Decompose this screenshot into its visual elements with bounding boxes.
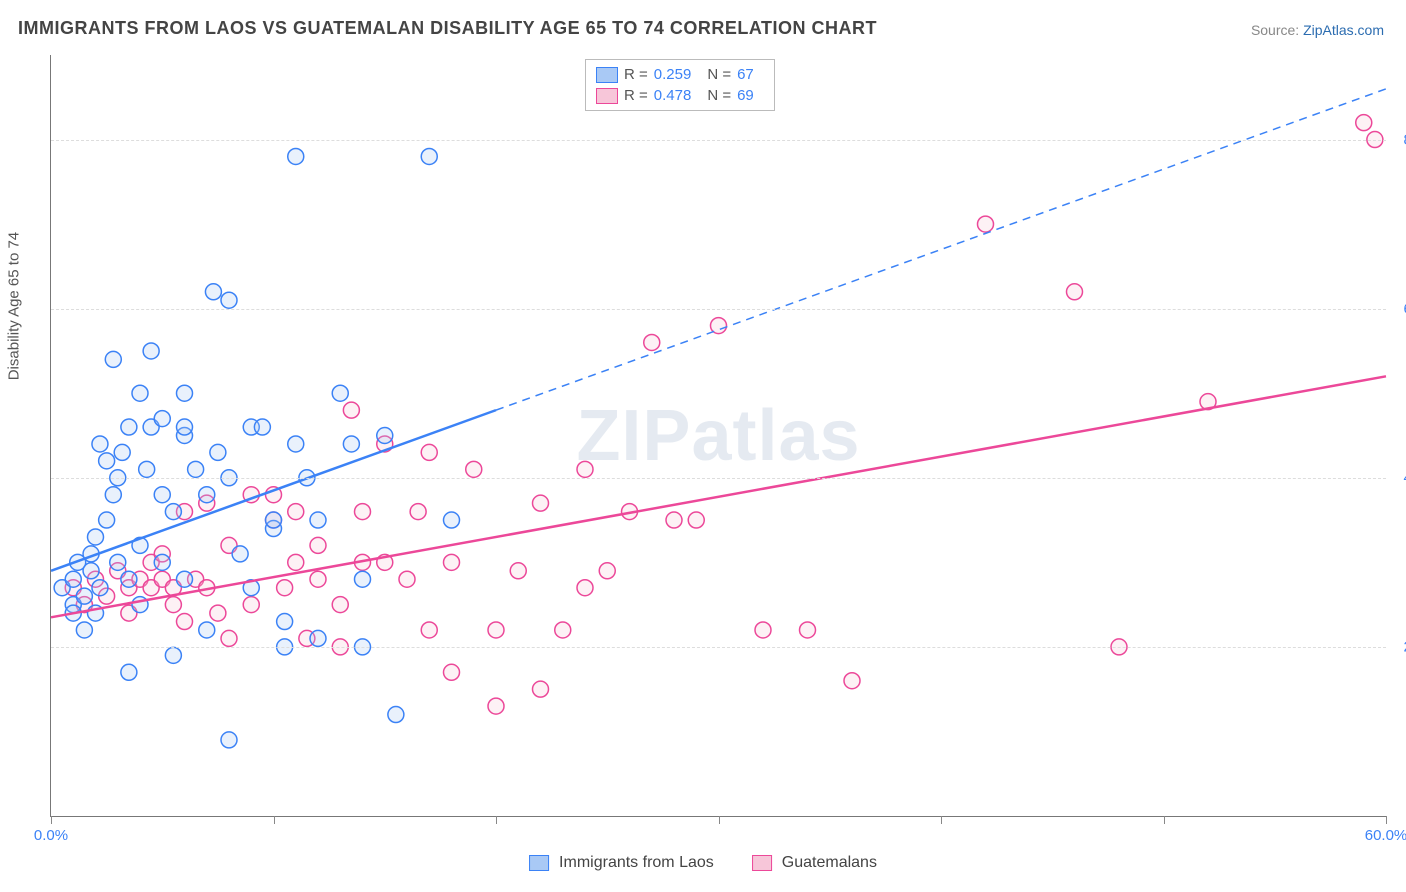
stats-legend: R = 0.259 N = 67 R = 0.478 N = 69: [585, 59, 775, 111]
chart-container: { "title": "IMMIGRANTS FROM LAOS VS GUAT…: [0, 0, 1406, 892]
y-axis-label: Disability Age 65 to 74: [6, 232, 23, 380]
chart-svg: [51, 55, 1386, 816]
stats-row-laos: R = 0.259 N = 67: [596, 64, 764, 85]
legend-label-laos: Immigrants from Laos: [559, 854, 714, 872]
r-value-guatemalans: 0.478: [654, 85, 692, 106]
series-legend: Immigrants from Laos Guatemalans: [529, 854, 877, 872]
n-label: N =: [707, 64, 731, 85]
plot-area: ZIPatlas R = 0.259 N = 67 R = 0.478 N = …: [50, 55, 1386, 817]
swatch-guatemalans: [752, 855, 772, 871]
n-value-laos: 67: [737, 64, 754, 85]
n-label: N =: [707, 85, 731, 106]
swatch-guatemalans: [596, 88, 618, 104]
legend-label-guatemalans: Guatemalans: [782, 854, 877, 872]
chart-title: IMMIGRANTS FROM LAOS VS GUATEMALAN DISAB…: [18, 18, 877, 39]
swatch-laos: [596, 67, 618, 83]
swatch-laos: [529, 855, 549, 871]
x-tick-label: 0.0%: [34, 827, 68, 844]
r-label: R =: [624, 85, 648, 106]
source-attribution: Source: ZipAtlas.com: [1251, 22, 1384, 38]
source-label: Source:: [1251, 22, 1299, 38]
x-tick-label: 60.0%: [1365, 827, 1406, 844]
r-label: R =: [624, 64, 648, 85]
r-value-laos: 0.259: [654, 64, 692, 85]
source-value: ZipAtlas.com: [1303, 22, 1384, 38]
n-value-guatemalans: 69: [737, 85, 754, 106]
stats-row-guatemalans: R = 0.478 N = 69: [596, 85, 764, 106]
